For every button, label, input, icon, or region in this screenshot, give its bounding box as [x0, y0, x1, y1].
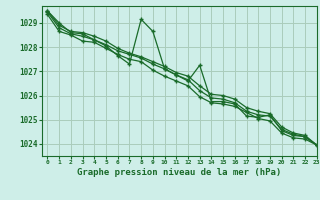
X-axis label: Graphe pression niveau de la mer (hPa): Graphe pression niveau de la mer (hPa) [77, 168, 281, 177]
